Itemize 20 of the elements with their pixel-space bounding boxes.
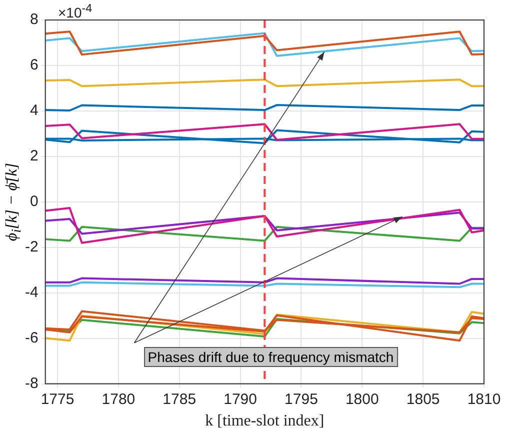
y-tick-label: -8 [24,374,38,392]
x-tick-label: 1775 [40,390,74,408]
x-tick-label: 1805 [406,390,440,408]
y-tick-label: 6 [30,56,38,74]
x-tick-label: 1800 [345,390,379,408]
annotation: Phases drift due to frequency mismatch [144,346,398,366]
y-tick-label: 0 [30,193,38,210]
x-axis-title: k [time-slot index] [205,412,324,430]
x-tick-label: 1780 [102,390,136,408]
y-tick-label: 2 [30,148,38,165]
y-tick-label: -2 [24,238,38,256]
x-tick-label: 1795 [284,390,318,408]
x-tick-label: 1810 [467,390,501,408]
x-tick-label: 1790 [224,390,257,408]
y-tick-label: -6 [24,329,38,346]
x-tick-label: 1785 [162,390,196,408]
annotation: ×10$^{-4}$ [58,2,92,21]
y-tick-label: -4 [24,284,38,301]
y-tick-label: 8 [30,11,38,28]
y-tick-label: 4 [30,102,38,120]
